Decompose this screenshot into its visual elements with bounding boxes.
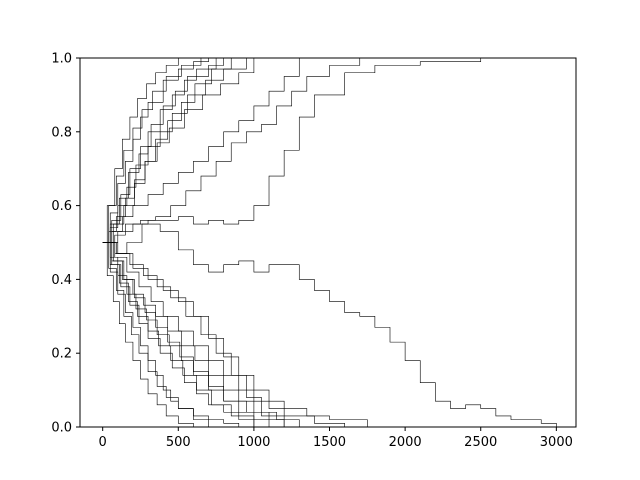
y-tick-label: 0.4 [51,273,72,288]
x-tick-label: 3000 [540,435,573,450]
series-layer [102,58,557,427]
series-line-8 [102,58,255,243]
series-line-22 [102,242,255,427]
y-tick-label: 0.2 [51,347,72,362]
series-line-12 [102,223,557,427]
x-tick-label: 0 [99,435,107,450]
series-line-15 [102,242,209,427]
series-line-9 [102,58,300,243]
series-line-18 [102,242,300,427]
x-tick-label: 2000 [389,435,422,450]
series-line-11 [102,58,482,243]
series-line-7 [102,58,247,243]
series-line-23 [102,242,285,427]
x-tick-label: 1500 [313,435,346,450]
x-tick-label: 1000 [237,435,270,450]
series-line-16 [102,242,270,427]
series-line-14 [102,242,255,427]
series-line-21 [102,242,194,427]
plot-frame [79,57,577,428]
series-line-5 [102,58,179,243]
x-tick-label: 2500 [464,435,497,450]
series-line-2 [102,58,202,243]
series-line-10 [102,58,361,243]
y-tick-label: 1.0 [51,52,72,67]
y-axis: 0.0 0.2 0.4 0.6 0.8 1.0 [51,52,80,436]
y-tick-label: 0.8 [51,125,72,140]
series-line-20 [102,242,368,427]
y-tick-label: 0.6 [51,199,72,214]
series-line-4 [102,58,217,243]
x-tick-label: 500 [166,435,191,450]
series-line-3 [102,58,224,243]
series-line-1 [102,58,209,243]
y-tick-label: 0.0 [51,421,72,436]
series-line-6 [102,58,232,243]
series-line-13 [102,242,240,427]
x-axis: 0 500 1000 1500 2000 2500 3000 [99,427,573,450]
